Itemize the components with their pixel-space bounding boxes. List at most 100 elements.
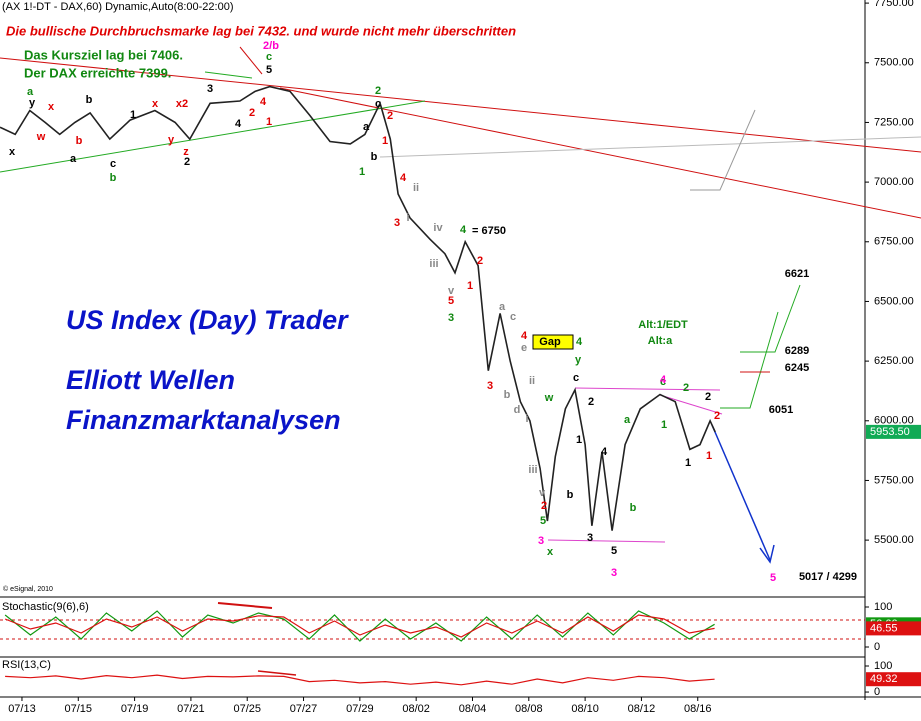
x-tick-label: 07/21	[177, 703, 205, 715]
wave-label: 3	[538, 535, 544, 547]
wave-label: c	[660, 376, 666, 388]
x-tick-label: 07/19	[121, 703, 149, 715]
wave-label: 1	[576, 434, 582, 446]
wave-label: 1	[266, 116, 272, 128]
wave-label: 5017 / 4299	[799, 571, 857, 583]
wave-label: c	[510, 311, 516, 323]
last-value-box	[866, 672, 921, 687]
x-tick-label: 08/04	[459, 703, 487, 715]
wave-label: y	[168, 134, 175, 146]
wave-label: 5	[770, 572, 776, 584]
wave-label: 5	[448, 295, 454, 307]
wave-label: 6245	[785, 362, 809, 374]
wave-label: 1	[130, 109, 136, 121]
wave-label: 2	[714, 410, 720, 422]
wave-label: 5	[540, 515, 546, 527]
wave-label: 3	[487, 380, 493, 392]
wave-label: a	[70, 153, 77, 165]
wave-label: w	[544, 392, 554, 404]
wave-label: b	[76, 135, 83, 147]
wave-label: 4	[521, 330, 528, 342]
wave-label: z	[183, 146, 189, 158]
series-line	[5, 674, 715, 686]
last-value-label: 5953.50	[870, 426, 910, 438]
wave-label: Alt:1/EDT	[638, 319, 688, 331]
last-value-label: 49.32	[870, 673, 898, 685]
y-tick-label: 6250.00	[874, 355, 914, 367]
last-value-box	[866, 621, 921, 636]
wave-label: c	[375, 98, 381, 110]
last-value-box	[866, 424, 921, 439]
wave-label: i	[525, 413, 528, 425]
x-tick-label: 08/10	[571, 703, 599, 715]
wave-label: 4	[601, 446, 608, 458]
wave-label: 5	[611, 545, 617, 557]
wave-label: 3	[448, 312, 454, 324]
x-tick-label: 08/08	[515, 703, 543, 715]
series-line	[0, 85, 716, 531]
brand-line: Elliott Wellen	[66, 365, 235, 395]
wave-label: v	[539, 487, 546, 499]
wave-label: 2	[249, 107, 255, 119]
wave-label: b	[504, 389, 511, 401]
wave-label: 2	[387, 110, 393, 122]
wave-label: ii	[413, 182, 419, 194]
wave-label: b	[86, 94, 93, 106]
x-tick-label: 08/16	[684, 703, 712, 715]
copyright: © eSignal, 2010	[3, 585, 53, 593]
wave-label: = 6750	[472, 225, 506, 237]
wave-label: d	[514, 404, 521, 416]
wave-label: 4	[260, 96, 267, 108]
note-line: Das Kursziel lag bei 7406.	[24, 47, 183, 62]
wave-label: x2	[176, 98, 188, 110]
wave-label: c	[573, 372, 579, 384]
wave-label: Alt:a	[648, 335, 673, 347]
panel-title: RSI(13,C)	[2, 659, 51, 671]
header: (AX 1!-DT - DAX,60) Dynamic,Auto(8:00-22…	[2, 1, 234, 13]
wave-label: iii	[429, 258, 438, 270]
brand-line: Finanzmarktanalysen	[66, 405, 341, 435]
wave-label: 6289	[785, 345, 809, 357]
wave-label: 2	[541, 500, 547, 512]
y-tick-label: 6750.00	[874, 236, 914, 248]
y-tick-label: 7250.00	[874, 116, 914, 128]
wave-label: w	[36, 131, 46, 143]
y-tick-label: 0	[874, 686, 880, 698]
wave-label: 3	[207, 83, 213, 95]
wave-label: x	[9, 146, 16, 158]
wave-label: 2	[588, 396, 594, 408]
wave-label: e	[521, 342, 527, 354]
y-tick-label: 5750.00	[874, 474, 914, 486]
y-tick-label: 7000.00	[874, 176, 914, 188]
wave-label: x	[48, 101, 55, 113]
wave-label: x	[547, 546, 554, 558]
y-tick-label: 7750.00	[874, 0, 914, 9]
y-tick-label: 7500.00	[874, 57, 914, 69]
series-line	[4, 614, 715, 638]
trend-lines	[0, 46, 921, 676]
wave-label: 3	[394, 217, 400, 229]
wave-label: 1	[467, 280, 473, 292]
wave-label: 1	[359, 166, 365, 178]
wave-label: 3	[611, 567, 617, 579]
wave-label: 4	[660, 374, 667, 386]
wave-label: b	[110, 172, 117, 184]
wave-label: 2	[477, 255, 483, 267]
wave-label: y	[575, 354, 582, 366]
wave-label: a	[499, 301, 506, 313]
wave-label: v	[448, 285, 455, 297]
y-tick-label: 0	[874, 641, 880, 653]
wave-label: 2	[683, 382, 689, 394]
y-tick-label: 100	[874, 660, 892, 672]
wave-label: 1	[706, 450, 712, 462]
wave-label: a	[363, 121, 370, 133]
wave-label: 5	[266, 64, 272, 76]
y-tick-label: 6500.00	[874, 295, 914, 307]
wave-label: 2/b	[263, 40, 279, 52]
wave-label: a	[624, 414, 631, 426]
wave-label: c	[266, 51, 272, 63]
note-line: Der DAX erreichte 7399.	[24, 65, 171, 80]
wave-label: 2	[184, 156, 190, 168]
wave-label: 4	[400, 172, 407, 184]
